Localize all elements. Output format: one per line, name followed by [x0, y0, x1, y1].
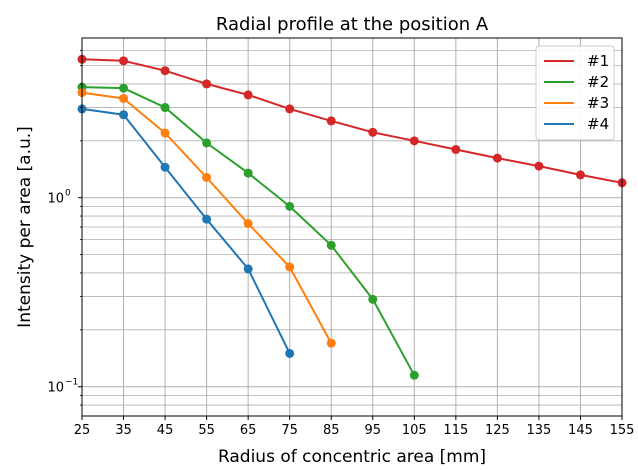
data-point	[243, 168, 253, 178]
x-axis-ticks: 25 35 45 55 65 75 85 95 105 115 125 135 145 155	[74, 416, 635, 438]
y-axis-label: Intensity per area [a.u.]	[15, 126, 35, 328]
x-tick-label: 95	[364, 423, 381, 438]
data-point	[160, 103, 170, 113]
x-tick-label: 85	[323, 423, 340, 438]
data-point	[160, 162, 170, 172]
series-line	[81, 107, 291, 354]
data-point	[368, 294, 378, 304]
y-tick-label: 10	[47, 192, 64, 207]
data-point	[285, 201, 295, 211]
x-tick-label: 65	[240, 423, 257, 438]
legend-box	[535, 45, 615, 141]
x-tick-label: 75	[281, 423, 298, 438]
x-tick-label: 145	[568, 423, 593, 438]
data-point	[285, 104, 295, 114]
chart-title: Radial profile at the position A	[216, 14, 489, 35]
legend-label: #4	[587, 115, 609, 133]
data-point	[326, 338, 336, 348]
data-point	[534, 161, 544, 171]
series-4	[77, 104, 295, 358]
data-point	[243, 264, 253, 274]
data-point	[243, 219, 253, 229]
data-point	[202, 172, 212, 182]
data-point	[119, 56, 129, 66]
data-point	[285, 348, 295, 358]
y-tick-label: 10	[47, 381, 64, 396]
x-tick-label: 105	[402, 423, 427, 438]
y-tick-label-exponent: 0	[65, 189, 71, 199]
series-2	[77, 82, 419, 380]
series-3	[77, 88, 336, 348]
series-line	[81, 58, 623, 184]
x-tick-label: 155	[610, 423, 635, 438]
x-tick-label: 35	[115, 423, 132, 438]
data-point	[409, 136, 419, 146]
x-axis-label: Radius of concentric area [mm]	[218, 447, 486, 467]
data-point	[119, 110, 129, 120]
data-point	[160, 128, 170, 138]
series-layer	[77, 54, 627, 380]
data-point	[492, 153, 502, 163]
legend-label: #3	[587, 94, 609, 112]
series-1	[77, 54, 627, 188]
data-point	[451, 144, 461, 154]
data-point	[243, 90, 253, 100]
x-tick-label: 125	[485, 423, 510, 438]
data-point	[285, 262, 295, 272]
legend-items: #1 #2 #3 #4	[544, 52, 609, 133]
x-tick-label: 135	[527, 423, 552, 438]
data-point	[119, 83, 129, 93]
y-tick-label-exponent: −1	[65, 378, 78, 388]
x-tick-label: 55	[198, 423, 215, 438]
data-point	[160, 66, 170, 76]
x-tick-label: 25	[74, 423, 91, 438]
legend: #1 #2 #3 #4	[535, 45, 615, 141]
data-point	[368, 127, 378, 137]
data-point	[409, 370, 419, 380]
data-point	[202, 79, 212, 89]
data-point	[326, 240, 336, 250]
legend-label: #2	[587, 73, 609, 91]
data-point	[326, 116, 336, 126]
data-point	[202, 138, 212, 148]
legend-label: #1	[587, 52, 609, 70]
data-point	[575, 170, 585, 180]
x-tick-label: 115	[443, 423, 468, 438]
data-point	[119, 93, 129, 103]
data-point	[202, 214, 212, 224]
x-tick-label: 45	[157, 423, 174, 438]
